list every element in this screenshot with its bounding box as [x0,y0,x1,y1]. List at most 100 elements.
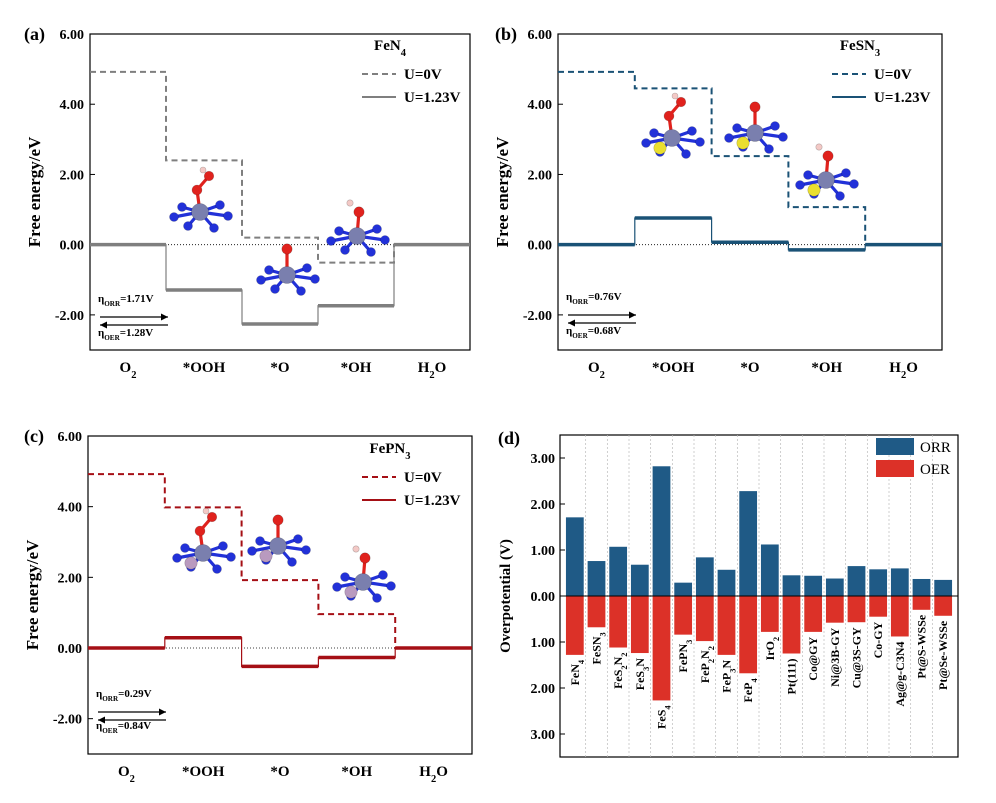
legend-label-u123: U=1.23V [874,90,931,106]
plot-frame [89,33,471,351]
category-label: FeP3N [720,660,738,693]
oer-arrow-head [98,716,105,724]
category-label: *OH [811,360,842,376]
nitrogen-atom [724,133,734,143]
orr-bar [782,575,801,596]
nitrogen-atom [293,534,303,544]
category-label: O2 [588,360,605,381]
panel-label: (a) [24,24,45,45]
legend-label-oer: OER [920,462,950,478]
category-label: FeP2N2 [698,646,716,683]
oer-bar [869,596,888,617]
legend-title: FeN4 [374,38,407,59]
oxygen-atom [206,511,218,523]
nitrogen-atom [372,224,382,234]
hydrogen-atom [815,143,823,151]
y-tick-label: 6.00 [60,28,85,43]
nitrogen-atom [340,572,350,582]
nitrogen-atom [778,132,788,142]
y-axis-label: Overpotential (V) [498,539,514,653]
oer-bar [912,596,931,610]
legend-label-u0: U=0V [874,67,912,83]
orr-bar [760,544,779,596]
oxygen-atom [281,243,293,255]
orr-bar [717,569,736,596]
oxygen-atom [353,206,365,218]
orr-annotation: ηORR=0.29V [96,688,152,703]
energy-panel-2: 6.00 4.00 2.00 0.00 -2.00 Free energy/eV O2 *OO… [23,426,473,785]
nitrogen-atom [255,536,265,546]
hydrogen-atom [346,199,354,207]
nitrogen-atom [372,593,382,603]
legend-label-u123: U=1.23V [404,90,461,106]
y-tick-label: -2.00 [53,713,82,728]
category-label: *O [740,360,759,376]
legend-swatch-oer [876,460,914,477]
series-line-u0 [558,70,942,246]
category-label: Pt(111) [785,659,799,695]
legend-label-u0: U=0V [404,470,442,486]
y-tick-label: 4.00 [58,501,83,516]
oer-bar [695,596,714,642]
nitrogen-atom [302,263,312,273]
hydrogen-atom [202,507,210,515]
nitrogen-atom [732,123,742,133]
y-tick-label: 3.00 [531,452,556,467]
legend-label-orr: ORR [920,440,951,456]
oer-bar [739,596,758,674]
oer-bar [630,596,649,654]
y-tick-label: 4.00 [528,98,553,113]
category-label: Ag@g-C3N4 [893,641,907,706]
nitrogen-atom [296,286,306,296]
y-tick-label: 6.00 [528,28,553,43]
nitrogen-atom [212,564,222,574]
nitrogen-atom [770,121,780,131]
category-label: *O [270,360,289,376]
oxygen-atom [675,96,687,108]
nitrogen-atom [386,581,396,591]
nitrogen-atom [849,179,859,189]
y-axis-label: Free energy/eV [23,539,42,650]
category-label: FeP4 [741,677,759,702]
y-tick-label: -2.00 [55,309,84,324]
nitrogen-atom [764,144,774,154]
category-label: IrO2 [763,637,781,661]
category-label: Co@GY [806,637,820,681]
nitrogen-atom [270,284,280,294]
phosphorus-atom [184,556,198,570]
series-line-u0 [88,473,472,649]
orr-bar [825,578,844,596]
nitrogen-atom [177,202,187,212]
orr-bar [609,546,628,596]
orr-bar [695,557,714,596]
orr-bar [934,579,953,596]
metal-atom [278,266,296,284]
oer-annotation: ηOER=1.28V [98,327,153,342]
oxygen-atom [272,514,284,526]
nitrogen-atom [172,553,182,563]
oer-annotation: ηOER=0.68V [566,325,621,340]
sulfur-atom [653,141,667,155]
orr-arrow-head [629,311,636,319]
molecule-illustrations [641,92,859,201]
oer-bar [782,596,801,654]
oer-bar [934,596,953,616]
category-label: Pt@S-WSSe [915,614,929,679]
molecule-illustrations [172,507,396,603]
nitrogen-atom [256,275,266,285]
nitrogen-atom [226,552,236,562]
orr-annotation: ηORR=0.76V [566,291,622,306]
panel-label: (d) [498,428,520,449]
category-label: FeS2N2 [611,653,629,689]
category-label: H2O [419,764,448,785]
nitrogen-atom [366,247,376,257]
nitrogen-atom [695,137,705,147]
category-label: FeN4 [568,659,586,685]
oer-bar [674,596,693,635]
nitrogen-atom [841,168,851,178]
category-label: Ni@3B-GY [828,627,842,686]
category-label: O2 [120,360,137,381]
overpotential-panel: 3.00 2.00 1.00 0.00 1.00 2.00 3.00 Overpotentia… [498,428,959,758]
nitrogen-atom [264,265,274,275]
